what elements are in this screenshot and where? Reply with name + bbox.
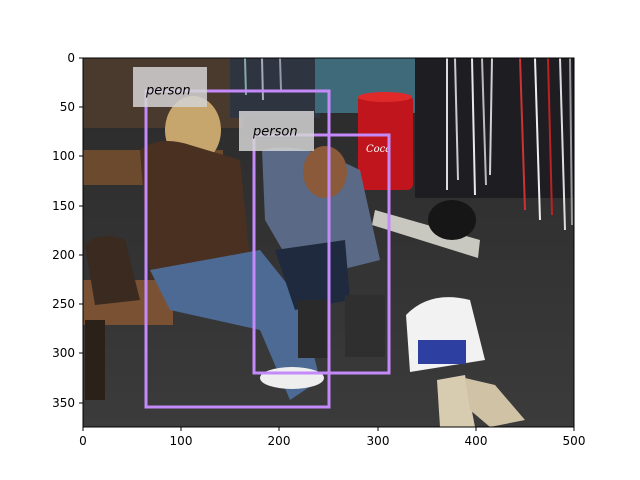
svg-text:400: 400 — [465, 434, 488, 448]
x-tick: 200 — [268, 427, 291, 448]
svg-text:500: 500 — [563, 434, 586, 448]
x-tick: 300 — [367, 427, 390, 448]
svg-text:200: 200 — [268, 434, 291, 448]
svg-text:50: 50 — [60, 100, 75, 114]
y-tick: 300 — [52, 346, 83, 360]
svg-text:Coca: Coca — [366, 144, 391, 155]
detection-overlays: person person — [133, 67, 391, 409]
svg-text:100: 100 — [170, 434, 193, 448]
detection-label-bg-1 — [239, 111, 314, 151]
soda-cooler: Coca — [358, 92, 413, 190]
svg-text:0: 0 — [67, 51, 75, 65]
helmet — [428, 200, 476, 240]
svg-text:250: 250 — [52, 297, 75, 311]
svg-text:150: 150 — [52, 199, 75, 213]
y-axis: 0 50 100 150 200 250 300 350 — [52, 51, 83, 410]
y-tick: 0 — [67, 51, 83, 65]
x-axis: 0 100 200 300 400 500 — [79, 427, 585, 448]
detection-label-bg-0 — [133, 67, 207, 107]
y-tick: 200 — [52, 248, 83, 262]
svg-text:350: 350 — [52, 396, 75, 410]
detection-label-0: person — [145, 84, 191, 99]
person-left-figure — [140, 96, 324, 400]
svg-text:300: 300 — [367, 434, 390, 448]
person-right-figure — [262, 146, 385, 358]
svg-text:100: 100 — [52, 149, 75, 163]
svg-text:0: 0 — [79, 434, 87, 448]
svg-text:300: 300 — [52, 346, 75, 360]
x-tick: 400 — [465, 427, 488, 448]
y-tick: 150 — [52, 199, 83, 213]
axes-frame — [82, 57, 575, 428]
y-tick: 350 — [52, 396, 83, 410]
detection-label-1: person — [252, 125, 298, 140]
y-tick: 250 — [52, 297, 83, 311]
sneakers — [437, 375, 525, 427]
bag-icon — [85, 236, 140, 305]
x-tick: 100 — [170, 427, 193, 448]
x-tick: 500 — [563, 427, 586, 448]
y-tick: 50 — [60, 100, 83, 114]
svg-text:200: 200 — [52, 248, 75, 262]
shopping-bag — [406, 297, 485, 372]
x-tick: 0 — [79, 427, 87, 448]
detection-box-1 — [252, 133, 391, 375]
ski-rack — [244, 58, 573, 231]
detection-box-0 — [144, 89, 331, 409]
y-tick: 100 — [52, 149, 83, 163]
